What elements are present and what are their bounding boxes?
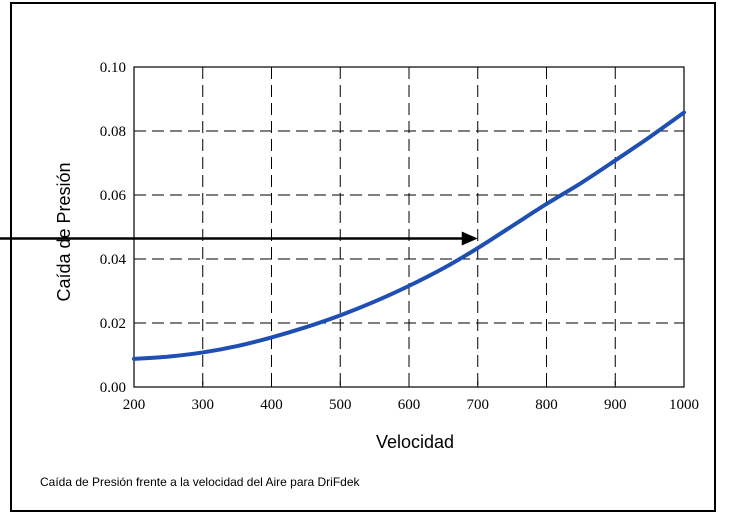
- y-axis-title: Caída de Presión: [54, 162, 74, 301]
- y-tick-labels: 0.00 0.02 0.04 0.06 0.08 0.10: [100, 60, 127, 396]
- x-axis-title: Velocidad: [376, 432, 454, 452]
- y-tick-label: 0.10: [100, 60, 126, 76]
- annotation-layer: [0, 231, 478, 246]
- x-tick-label: 300: [192, 397, 215, 413]
- figure-caption: Caída de Presión frente a la velocidad d…: [40, 475, 360, 489]
- x-tick-label: 800: [535, 397, 558, 413]
- x-tick-label: 500: [329, 397, 352, 413]
- series-line: [132, 110, 686, 361]
- series-layer: [132, 110, 686, 361]
- y-tick-label: 0.02: [100, 316, 126, 332]
- x-tick-label: 1000: [669, 397, 699, 413]
- figure-frame: [10, 2, 716, 512]
- x-tick-label: 200: [123, 397, 146, 413]
- x-tick-label: 600: [398, 397, 421, 413]
- y-tick-label: 0.00: [100, 380, 126, 396]
- y-tick-label: 0.06: [100, 188, 127, 204]
- grid-lines: [134, 67, 684, 387]
- y-tick-label: 0.04: [100, 252, 127, 268]
- x-tick-label: 900: [604, 397, 627, 413]
- x-tick-label: 700: [467, 397, 490, 413]
- axis-ticks: [133, 66, 685, 388]
- annotation-arrow-head: [461, 231, 478, 246]
- y-tick-label: 0.08: [100, 124, 126, 140]
- x-tick-label: 400: [260, 397, 283, 413]
- x-tick-labels: 200 300 400 500 600 700 800 900 1000: [123, 397, 699, 413]
